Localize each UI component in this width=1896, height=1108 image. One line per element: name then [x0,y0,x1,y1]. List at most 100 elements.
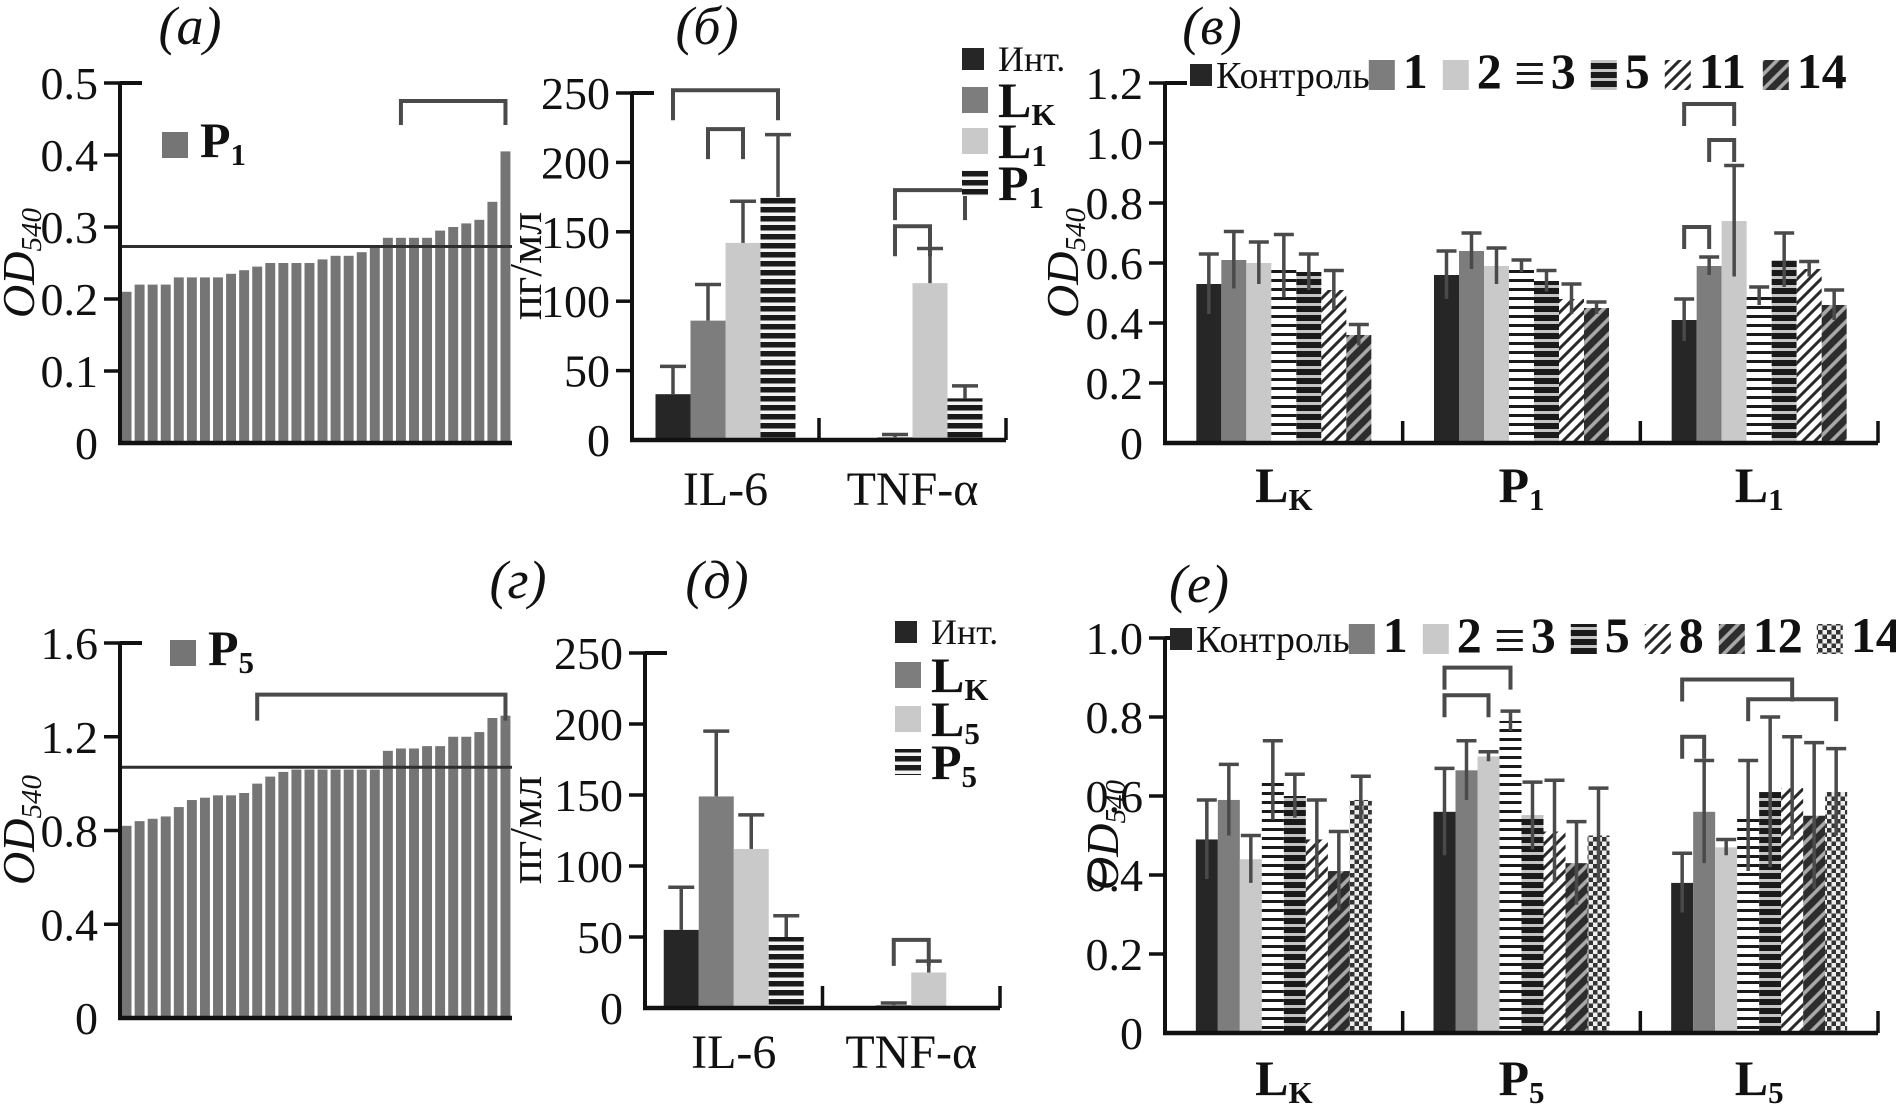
bar [213,795,223,1018]
bar [265,776,276,1018]
panel-letter: (в) [1182,0,1241,56]
legend-label: LK [998,72,1055,132]
legend-swatch [1762,60,1789,90]
panel-letter: (г) [489,550,546,610]
bar [252,266,263,443]
bar [1781,788,1804,1033]
y-tick-label: 250 [554,628,623,679]
legend-swatch [170,640,196,666]
legend-swatch [895,749,921,775]
legend-label: L5 [931,691,980,751]
legend-swatch [962,87,988,113]
y-tick-label: 200 [541,137,610,188]
legend-swatch [1442,60,1469,90]
bar [121,825,132,1018]
bar [1434,275,1459,443]
bar [1584,308,1609,443]
panel-letter: (е) [1169,554,1229,614]
legend-swatch [1368,60,1395,90]
significance-bracket [1680,734,1707,759]
bar [369,769,380,1018]
significance-bracket [255,692,508,721]
legend-swatch [1422,624,1449,654]
panel-e: 0 0.2 0.4 0.6 0.8 1.0 OD540 (е) LK P5 L5 Контроль 1 2… [1077,554,1896,1108]
y-tick-label: 0 [587,415,610,466]
legend-label: 1 [1383,607,1408,663]
bar [160,284,171,443]
panel-a: 0 0.1 0.2 0.3 0.4 0.5 OD540 (а) P1 [0,0,512,469]
legend-label: L1 [998,113,1047,173]
bar [1821,305,1847,443]
bar [422,237,433,443]
legend-swatch [895,662,921,688]
legend-swatch [1190,64,1212,86]
legend-swatch [1644,624,1671,654]
bar [330,769,341,1018]
y-tick-label: 0 [75,418,98,469]
legend-swatch [962,170,988,196]
significance-bracket [671,88,780,121]
y-axis-title: OD540 [0,208,48,318]
y-tick-label: 0.4 [41,899,99,950]
bar [1217,799,1240,1033]
bar [1759,792,1782,1033]
bar [690,320,726,440]
legend-label: P1 [998,155,1044,215]
legend-label: P5 [208,620,254,680]
bar [226,795,237,1018]
category-label: L1 [1735,457,1784,517]
legend-swatch [1816,624,1843,654]
bar [121,291,132,443]
bar [1587,835,1610,1033]
y-tick-label: 100 [554,841,623,892]
bar [147,818,158,1018]
y-tick-label: 0.5 [41,58,99,109]
bar [1246,263,1272,443]
y-tick-label: 150 [541,207,610,258]
bar [1305,839,1328,1033]
legend-swatch [895,621,917,643]
bar [487,718,498,1018]
bar [1746,296,1772,443]
panel-v: 0 0.2 0.4 0.6 0.8 1.0 1.2 OD540 (в) LK P1 L1 Контрол… [1037,0,1880,517]
y-tick-label: 100 [541,276,610,327]
bar [226,273,237,443]
bar [500,715,511,1018]
y-tick-label: 0 [600,983,623,1034]
category-label: TNF-α [847,463,979,516]
bar [1521,815,1544,1033]
category-label: IL-6 [691,1026,776,1079]
y-tick-label: 0.4 [1086,298,1144,349]
bar [474,732,485,1018]
y-tick-label: 0.8 [41,806,99,857]
bar [369,245,380,443]
significance-bracket [1442,665,1513,690]
bar [382,750,393,1018]
bar [173,277,184,443]
bar [199,797,210,1018]
legend-label: 11 [1699,43,1746,99]
legend-swatch [1718,624,1745,654]
significance-bracket [706,127,745,160]
y-tick-label: 1.2 [1086,58,1144,109]
bar [160,816,171,1018]
significance-bracket [1707,138,1737,162]
significance-bracket [891,937,931,966]
category-label: IL-6 [683,463,768,516]
legend-swatch [162,132,188,158]
y-axis-title: OD540 [1077,780,1132,890]
bar [911,972,947,1008]
panel-b: 0 50 100 150 200 250 пг/мл (б) IL-6 TNF-α Инт.LKL1… [500,0,1065,516]
bar [291,263,302,443]
legend-swatch [1496,624,1523,654]
category-label: P5 [1498,1050,1544,1108]
legend-label: 2 [1477,43,1502,99]
bar [947,398,983,440]
bar [1283,796,1306,1033]
panel-letter: (д) [685,550,748,610]
y-tick-label: 150 [554,770,623,821]
y-tick-label: 0.3 [41,202,99,253]
bar [1534,281,1559,443]
y-tick-label: 0.8 [1086,178,1144,229]
legend-label: 12 [1753,607,1803,663]
